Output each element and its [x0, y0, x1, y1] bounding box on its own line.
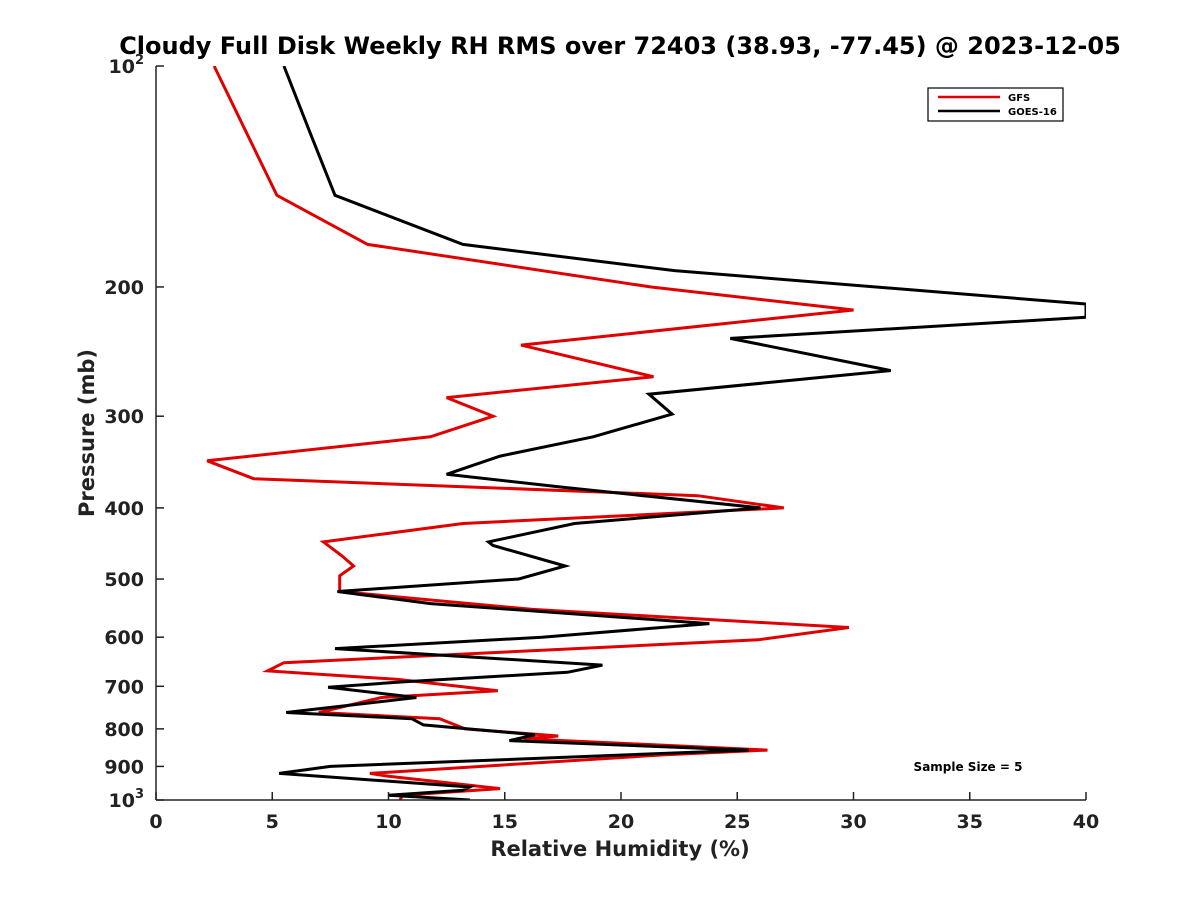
x-tick-label: 30: [840, 811, 866, 833]
x-tick-label: 15: [492, 811, 518, 833]
y-tick-label: 900: [104, 756, 144, 778]
y-tick-label: 700: [104, 676, 144, 698]
legend: GFS GOES-16: [927, 87, 1064, 122]
x-tick-label: 0: [149, 811, 162, 833]
y-axis-label: Pressure (mb): [75, 349, 99, 517]
x-tick-label: 35: [957, 811, 983, 833]
y-tick-label: 400: [104, 498, 144, 520]
series-line-goes-16: [278, 66, 1086, 800]
y-tick-label: 103: [109, 787, 145, 812]
x-tick-label: 40: [1073, 811, 1099, 833]
axes: 0 5 10 15 20 25 30 35 40 102 200 300 400 500 600 700 800…: [104, 53, 1099, 833]
y-tick-label: 600: [104, 627, 144, 649]
series-line-gfs: [206, 66, 854, 800]
plot-area: [206, 66, 1086, 800]
x-tick-label: 20: [608, 811, 634, 833]
x-axis-label: Relative Humidity (%): [490, 837, 749, 861]
x-tick-label: 5: [266, 811, 279, 833]
chart-title: Cloudy Full Disk Weekly RH RMS over 7240…: [119, 32, 1121, 60]
legend-box: [927, 87, 1064, 122]
y-tick-label: 300: [104, 406, 144, 428]
x-tick-label: 25: [724, 811, 750, 833]
y-tick-label: 200: [104, 277, 144, 299]
x-tick-label: 10: [375, 811, 401, 833]
legend-label: GFS: [1008, 93, 1030, 104]
legend-label: GOES-16: [1008, 107, 1057, 118]
y-tick-label: 102: [109, 53, 145, 78]
y-tick-label: 800: [104, 719, 144, 741]
sample-size-annotation: Sample Size = 5: [914, 760, 1023, 774]
y-tick-label: 500: [104, 569, 144, 591]
